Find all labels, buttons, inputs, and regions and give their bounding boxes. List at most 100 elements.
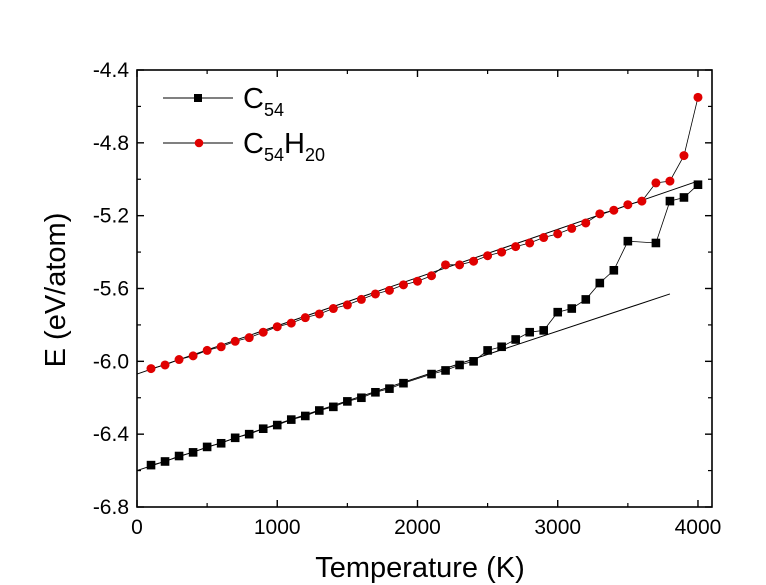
data-point-c54h20 [637, 196, 647, 206]
data-point-c54h20 [216, 342, 226, 352]
x-axis-title: Temperature (K) [315, 552, 525, 584]
data-point-c54 [371, 387, 380, 397]
data-point-c54h20 [356, 294, 366, 304]
data-point-c54h20 [188, 351, 198, 361]
y-axis-title: E (eV/atom) [40, 213, 72, 368]
data-point-c54h20 [525, 238, 535, 248]
legend-label-c54h20: C54H20 [243, 128, 325, 165]
data-point-c54h20 [398, 280, 408, 290]
data-point-c54 [230, 433, 240, 443]
data-point-c54h20 [286, 318, 296, 328]
data-point-c54 [427, 369, 436, 379]
data-point-c54 [651, 238, 661, 248]
data-point-c54h20 [258, 327, 268, 337]
data-point-c54h20 [553, 229, 563, 239]
data-point-c54h20 [651, 178, 661, 188]
y-tick-labels: -6.8 -6.4 -6.0 -5.6 -5.2 -4.8 -4.4 [93, 59, 130, 519]
data-point-c54 [272, 420, 282, 430]
series-line-c54 [150, 184, 699, 466]
x-tick-label: 2000 [394, 516, 441, 539]
data-point-c54 [623, 236, 633, 246]
data-point-c54 [595, 278, 605, 288]
data-point-c54h20 [693, 92, 703, 102]
data-point-c54 [539, 326, 549, 335]
y-tick-label: -6.4 [93, 423, 130, 446]
data-point-c54h20 [384, 285, 394, 295]
data-point-c54h20 [146, 364, 156, 374]
data-point-c54h20 [160, 360, 170, 370]
legend-label-c54h20-main2: H [284, 128, 305, 160]
axis-ticks [136, 69, 712, 508]
data-point-c54 [202, 442, 212, 452]
data-point-c54 [329, 402, 338, 412]
data-point-c54 [581, 295, 591, 304]
data-point-c54 [679, 193, 689, 202]
data-point-c54 [216, 438, 226, 448]
data-point-c54 [693, 180, 703, 190]
data-point-c54 [385, 384, 394, 393]
data-point-c54h20 [567, 223, 577, 233]
series-markers [146, 92, 703, 470]
y-tick-label: -5.6 [93, 278, 129, 301]
data-point-c54h20 [300, 313, 310, 323]
data-point-c54 [469, 357, 478, 366]
y-tick-label: -5.2 [93, 205, 129, 228]
data-point-c54h20 [272, 322, 282, 332]
data-point-c54 [483, 346, 492, 355]
data-point-c54h20 [623, 200, 633, 210]
data-point-c54h20 [202, 345, 212, 355]
legend-label-c54: C54 [243, 83, 284, 120]
legend-marker-c54h20 [194, 138, 204, 148]
series-line-c54h20 [150, 97, 699, 369]
data-point-c54 [258, 424, 268, 434]
data-point-c54h20 [595, 209, 605, 219]
fit-lines [136, 180, 699, 472]
data-point-c54 [497, 342, 506, 352]
data-point-c54 [441, 366, 450, 375]
data-point-c54 [160, 457, 170, 466]
data-point-c54h20 [497, 247, 507, 257]
y-tick-label: -4.8 [93, 132, 129, 155]
data-point-c54 [357, 393, 366, 403]
y-tick-label: -4.4 [93, 59, 130, 82]
data-point-c54 [525, 327, 534, 337]
y-tick-label: -6.0 [93, 350, 129, 373]
data-point-c54 [188, 448, 198, 457]
legend-label-c54-sub: 54 [264, 100, 284, 120]
legend-label-c54h20-sub: 54 [264, 145, 284, 165]
data-point-c54 [286, 415, 296, 424]
legend-label-c54-main: C [243, 83, 264, 115]
data-point-c54 [315, 406, 324, 415]
data-point-c54h20 [328, 304, 338, 314]
data-point-c54h20 [174, 355, 184, 365]
data-point-c54h20 [539, 233, 549, 243]
legend-marker-c54 [194, 94, 202, 102]
x-tick-label: 4000 [675, 516, 722, 539]
data-point-c54h20 [230, 336, 240, 346]
data-point-c54h20 [441, 260, 451, 270]
data-point-c54 [665, 196, 675, 206]
data-point-c54h20 [427, 271, 437, 281]
data-point-c54h20 [314, 309, 324, 319]
data-point-c54h20 [483, 251, 493, 261]
data-point-c54h20 [609, 205, 619, 215]
legend: C54 C54H20 [163, 83, 325, 165]
data-point-c54 [300, 411, 310, 421]
data-point-c54 [567, 304, 577, 313]
legend-label-c54h20-main: C [243, 128, 264, 160]
series-connectors [150, 97, 699, 466]
data-point-c54h20 [581, 218, 591, 228]
x-tick-label: 0 [131, 516, 143, 539]
legend-label-c54h20-sub2: 20 [305, 145, 325, 165]
data-point-c54h20 [511, 242, 521, 252]
data-point-c54h20 [412, 276, 422, 286]
data-point-c54 [146, 460, 156, 470]
y-tick-label: -6.8 [93, 496, 129, 519]
data-point-c54h20 [370, 289, 380, 299]
x-tick-label: 1000 [254, 516, 301, 539]
data-point-c54 [553, 307, 563, 317]
data-point-c54h20 [455, 260, 465, 270]
data-point-c54 [399, 378, 408, 388]
data-point-c54 [343, 397, 352, 406]
data-point-c54h20 [469, 256, 479, 266]
